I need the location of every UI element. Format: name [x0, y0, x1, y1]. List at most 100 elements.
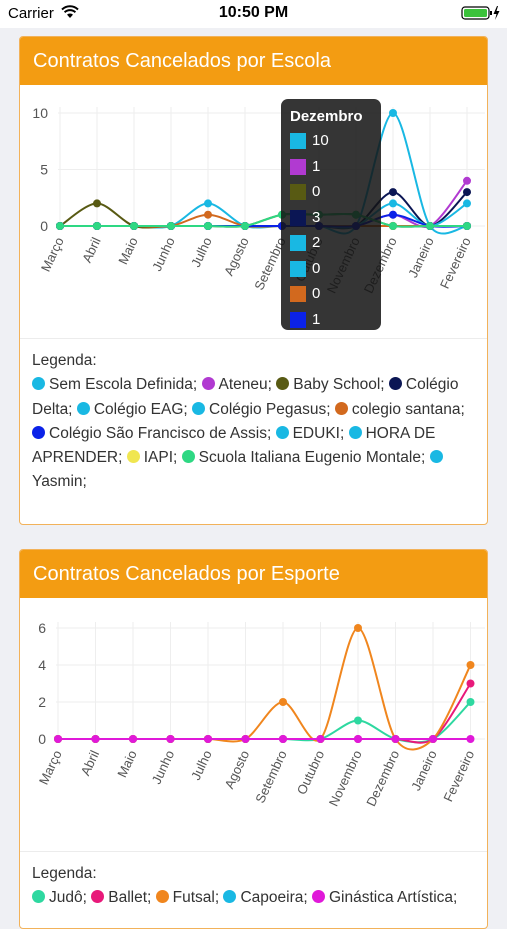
x-tick-label: Março [38, 235, 67, 274]
x-tick-label: Junho [149, 748, 178, 786]
data-point [463, 222, 471, 230]
legend-color-dot [334, 401, 348, 415]
data-point [389, 109, 397, 117]
legend-item-label: Colégio Pegasus; [209, 400, 331, 418]
x-tick-label: Setembro [252, 748, 289, 805]
legend-item-label: Yasmin; [32, 473, 87, 491]
x-tick-label: Junho [149, 235, 178, 273]
legend-item-label: Colégio EAG; [93, 400, 188, 418]
legend-color-dot [32, 890, 45, 904]
tooltip-swatch [290, 133, 306, 149]
x-tick-label: Novembro [326, 748, 365, 809]
data-point [429, 735, 437, 743]
legend-item[interactable]: Scuola Italiana Eugenio Montale; [181, 449, 426, 467]
x-tick-label: Maio [114, 748, 140, 780]
y-tick-label: 6 [38, 620, 46, 636]
legend-item[interactable]: HORA DE APRENDER; [32, 425, 435, 466]
tooltip-swatch [290, 311, 306, 328]
legend-item[interactable]: Baby School; [276, 376, 385, 393]
y-tick-label: 4 [38, 657, 46, 673]
data-point [463, 176, 471, 185]
tooltip-value: 2 [312, 234, 321, 251]
legend-color-dot [223, 890, 237, 904]
series-line [57, 701, 472, 744]
data-point [241, 735, 250, 743]
card-title: Contratos Cancelados por Esporte [20, 550, 487, 598]
legend-item-label: Ballet; [108, 889, 152, 907]
legend-item[interactable]: IAPI; [126, 449, 177, 466]
data-point [204, 222, 212, 230]
data-point [463, 188, 471, 197]
legend-color-dot [155, 890, 169, 904]
legend-item[interactable]: Capoeira; [223, 889, 308, 907]
data-point [91, 735, 100, 743]
y-tick-label: 5 [40, 162, 48, 178]
sports-line-chart[interactable]: 0 2 4 6 Março Abril Maio Junho Julho Agosto Setemb… [20, 598, 487, 851]
data-point [130, 222, 138, 230]
schools-chart-card: Contratos Cancelados por Escola 0 5 10 Març… [19, 36, 488, 525]
legend-item[interactable]: Colégio EAG; [76, 400, 188, 418]
x-tick-label: Abril [78, 748, 103, 778]
data-point [167, 222, 175, 230]
legend-item-label: Futsal; [172, 889, 220, 907]
legend-item[interactable]: Judô; [32, 889, 87, 906]
chart-legend: Legenda: Sem Escola Definida; Ateneu; Ba… [20, 339, 487, 495]
chart-legend: Legenda: Judô; Ballet; Futsal; Capoeira;… [20, 852, 487, 911]
legend-item[interactable]: EDUKI; [275, 425, 344, 442]
data-point [54, 735, 62, 743]
legend-item-label: Judô; [49, 889, 87, 907]
legend-item[interactable]: Ballet; [91, 889, 151, 906]
legend-item[interactable]: Yasmin; [32, 449, 447, 490]
legend-item-label: Sem Escola Definida; [49, 376, 198, 394]
data-point [466, 735, 475, 743]
legend-item[interactable]: Sem Escola Definida; [32, 376, 197, 393]
data-point [279, 698, 287, 706]
data-point [391, 735, 400, 743]
schools-line-chart[interactable]: 0 5 10 Março Abril Maio Junho Julho Agosto Setemb… [20, 85, 487, 338]
x-tick-label: Abril [79, 235, 104, 265]
x-tick-label: Fevereiro [440, 748, 477, 804]
legend-item[interactable]: Ginástica Artística; [312, 889, 457, 906]
x-tick-label: Outubro [294, 748, 327, 797]
status-bar: Carrier 10:50 PM [0, 0, 507, 28]
data-point [354, 624, 362, 632]
data-point [204, 735, 212, 743]
legend-item-label: colegio santana; [351, 400, 465, 418]
x-tick-label: Julho [188, 748, 215, 783]
carrier-label: Carrier [8, 5, 54, 22]
y-tick-label: 0 [40, 218, 48, 234]
legend-color-dot [201, 377, 215, 391]
x-tick-label: Dezembro [363, 748, 402, 809]
legend-color-dot [429, 450, 443, 464]
tooltip-swatch [290, 184, 306, 200]
legend-item[interactable]: Colégio São Francisco de Assis; [32, 425, 271, 442]
legend-item[interactable]: Colégio Pegasus; [192, 401, 331, 418]
data-point [93, 222, 101, 230]
tooltip-swatch [290, 286, 306, 302]
battery-charging-icon [461, 5, 501, 26]
legend-color-dot [388, 377, 402, 391]
divider [20, 851, 487, 852]
data-point [93, 199, 101, 208]
x-tick-label: Agosto [221, 235, 252, 278]
legend-item-label: Scuola Italiana Eugenio Montale; [198, 449, 426, 467]
data-point [466, 661, 475, 669]
x-tick-label: Maio [115, 235, 141, 267]
legend-item[interactable]: Ateneu; [201, 376, 272, 393]
data-point [316, 735, 325, 743]
legend-item-label: Capoeira; [240, 889, 308, 907]
data-point [166, 735, 175, 743]
data-point [463, 199, 471, 208]
tooltip-value: 10 [312, 132, 329, 149]
legend-item[interactable]: Futsal; [155, 889, 220, 907]
card-title: Contratos Cancelados por Escola [20, 37, 487, 85]
legend-label: Legenda: [32, 352, 97, 369]
data-point [241, 222, 249, 230]
x-tick-label: Agosto [222, 748, 253, 791]
clock-time: 10:50 PM [218, 4, 289, 21]
data-point [389, 199, 397, 208]
data-point [389, 210, 397, 219]
legend-item[interactable]: Colégio Delta; [32, 376, 458, 417]
legend-label: Legenda: [32, 865, 97, 882]
legend-item[interactable]: colegio santana; [334, 400, 465, 418]
